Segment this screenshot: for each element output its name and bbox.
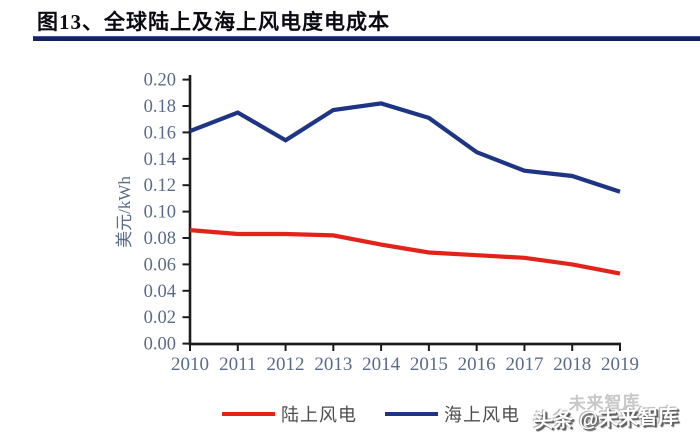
x-tick-label: 2014 [362, 354, 401, 375]
legend-item-onshore: 陆上风电 [222, 403, 357, 425]
y-axis-title: 美元/kWh [115, 176, 134, 248]
x-tick-label: 2018 [553, 354, 591, 375]
chart-canvas: 0.00 0.02 0.04 0.06 0.08 0.10 0.12 0.14 0.16 0.18… [115, 71, 639, 375]
legend-item-offshore: 海上风电 [385, 403, 520, 425]
offshore-line-swatch [385, 412, 438, 416]
x-tick-label: 2015 [410, 354, 448, 375]
title-underline-rule [33, 36, 700, 41]
y-tick-label: 0.00 [144, 335, 176, 355]
y-tick-label: 0.20 [144, 71, 176, 91]
x-tick-label: 2011 [219, 354, 256, 375]
legend-label-onshore: 陆上风电 [281, 405, 357, 425]
chart-legend: 陆上风电 海上风电 [0, 403, 700, 429]
x-tick-label: 2019 [601, 354, 639, 375]
y-tick-label: 0.10 [144, 203, 176, 223]
legend-label-offshore: 海上风电 [444, 405, 520, 425]
x-tick-label: 2017 [505, 354, 543, 375]
chart-title: 图13、全球陆上及海上风电度电成本 [37, 10, 390, 34]
x-tick-label: 2012 [267, 354, 305, 375]
chart-area: 0.00 0.02 0.04 0.06 0.08 0.10 0.12 0.14 0.16 0.18… [0, 44, 700, 394]
x-tick-label: 2016 [458, 354, 496, 375]
y-tick-label: 0.04 [144, 282, 176, 302]
y-tick-label: 0.14 [144, 150, 176, 170]
toutiao-watermark: 未来智库 头条 @未来智库 [532, 391, 698, 437]
x-tick-label: 2010 [171, 354, 209, 375]
y-tick-label: 0.18 [144, 97, 176, 117]
y-tick-label: 0.16 [144, 123, 176, 143]
y-tick-label: 0.06 [144, 255, 176, 275]
y-tick-label: 0.12 [144, 176, 176, 196]
onshore-series-line [189, 228, 621, 276]
y-tick-label: 0.08 [144, 229, 176, 249]
x-tick-label: 2013 [314, 354, 352, 375]
watermark-main-text: 头条 @未来智库 [532, 405, 679, 433]
y-tick-label: 0.02 [144, 308, 176, 328]
onshore-line-swatch [222, 412, 275, 416]
offshore-series-line [189, 101, 621, 194]
